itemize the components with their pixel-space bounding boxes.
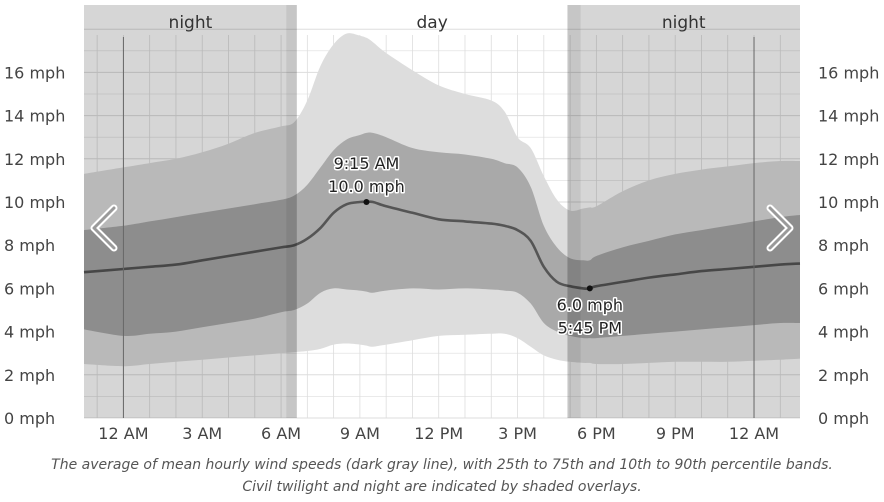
chevron-left-icon[interactable] [88, 202, 120, 254]
twilight-overlay [567, 5, 581, 418]
period-label-day: day [417, 13, 448, 33]
band-25-75 [84, 132, 800, 339]
annotation-marker [363, 199, 370, 205]
y-tick-label: 4 mph [4, 323, 55, 342]
y-axis-right: 0 mph 2 mph 4 mph 6 mph 8 mph 10 mph 12 mph 14 … [818, 63, 879, 428]
annotation-time: 9:15 AM [334, 154, 400, 173]
x-axis: 12 AM 3 AM 6 AM 9 AM 12 PM 3 PM 6 PM 9 PM 12 AM [98, 424, 779, 443]
y-tick-label: 0 mph [4, 409, 55, 428]
x-tick-label: 3 PM [498, 424, 537, 443]
night-overlay [84, 5, 297, 418]
y-tick-label: 12 mph [818, 150, 879, 169]
period-labels: night day night [169, 13, 706, 33]
y-axis-left: 0 mph 2 mph 4 mph 6 mph 8 mph 10 mph 12 mph 14 … [4, 63, 65, 428]
y-tick-label: 16 mph [818, 63, 879, 82]
y-tick-label: 10 mph [818, 193, 879, 212]
mean-wind-line [83, 200, 801, 290]
x-tick-label: 6 PM [577, 424, 616, 443]
x-tick-label: 12 AM [98, 424, 148, 443]
mean-line [83, 200, 801, 290]
x-tick-label: 3 AM [182, 424, 222, 443]
annotations: 9:15 AM 10.0 mph 6.0 mph 5:45 PM [327, 153, 625, 339]
percentile-25-75-band [84, 132, 800, 339]
y-tick-label: 10 mph [4, 193, 65, 212]
annotation-marker [586, 285, 593, 292]
midnight-lines [122, 37, 755, 418]
x-tick-label: 6 AM [261, 424, 301, 443]
y-tick-label: 8 mph [4, 236, 55, 255]
y-tick-label: 2 mph [4, 366, 55, 385]
y-tick-label: 2 mph [818, 366, 869, 385]
y-tick-label: 6 mph [818, 279, 869, 298]
period-label-night: night [662, 13, 706, 33]
x-tick-label: 9 AM [340, 424, 380, 443]
chart-caption: The average of mean hourly wind speeds (… [51, 457, 833, 495]
y-tick-label: 4 mph [818, 323, 869, 342]
y-tick-label: 14 mph [4, 107, 65, 126]
annotation-value: 10.0 mph [328, 177, 405, 196]
period-label-night: night [169, 13, 213, 33]
annotation-time: 5:45 PM [558, 318, 622, 337]
wind-speed-chart: night day night 0 mph 2 mph 4 mph 6 mph 8 mph 1… [4, 5, 879, 443]
twilight-overlay [286, 5, 297, 418]
y-tick-label: 14 mph [818, 107, 879, 126]
y-tick-label: 0 mph [818, 409, 869, 428]
x-tick-label: 12 PM [414, 424, 463, 443]
x-tick-label: 9 PM [656, 424, 695, 443]
annotation-value: 6.0 mph [557, 295, 623, 314]
x-tick-label: 12 AM [729, 424, 779, 443]
night-overlay [567, 5, 800, 418]
y-tick-label: 12 mph [4, 150, 65, 169]
navigation-arrows [88, 202, 796, 254]
night-overlays [84, 5, 800, 418]
y-tick-label: 8 mph [818, 236, 869, 255]
y-tick-label: 16 mph [4, 63, 65, 82]
y-tick-label: 6 mph [4, 279, 55, 298]
chevron-right-icon[interactable] [764, 202, 796, 254]
